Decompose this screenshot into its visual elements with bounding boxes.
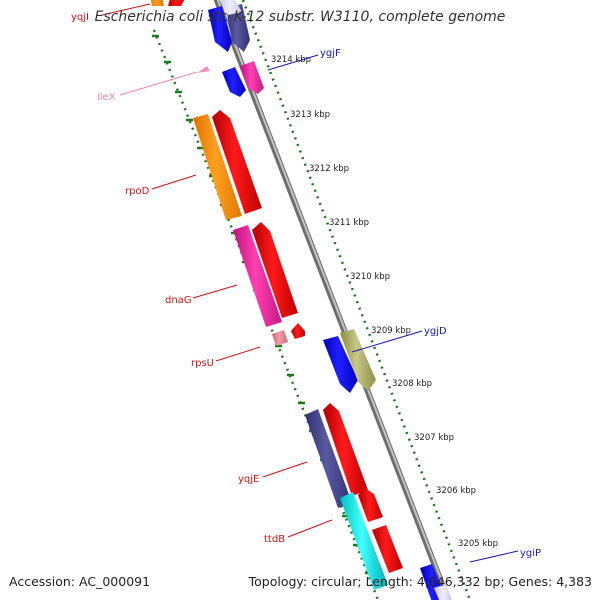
- ruler-label-3205: 3205 kbp: [458, 539, 498, 549]
- gene-red-small[interactable]: [291, 323, 305, 339]
- leader-ygiP: [469, 550, 519, 563]
- leader-ygjF: [267, 54, 319, 71]
- ruler-label-3210: 3210 kbp: [350, 272, 390, 282]
- gene-rpsU[interactable]: [272, 330, 288, 346]
- gene-red-yqjE-partner[interactable]: [323, 403, 368, 496]
- ruler-label-3209: 3209 kbp: [371, 326, 411, 336]
- gene-label-dnaG: dnaG: [165, 295, 192, 306]
- gene-label-ttdB: ttdB: [264, 534, 285, 545]
- gene-red-ttdB-b[interactable]: [372, 525, 403, 573]
- ruler-label-3211: 3211 kbp: [329, 218, 369, 228]
- gene-ileX[interactable]: [197, 66, 210, 73]
- gene-yqjI[interactable]: [150, 0, 164, 6]
- genome-backbone-highlight: [216, 0, 451, 600]
- leader-yqjI: [101, 3, 151, 16]
- gene-ygjD[interactable]: [323, 336, 358, 393]
- gene-yqjI-b[interactable]: [168, 0, 187, 6]
- ruler-label-3214: 3214 kbp: [271, 55, 311, 65]
- gene-label-rpsU: rpsU: [191, 358, 214, 369]
- leader-dnaG: [192, 284, 238, 299]
- gene-label-yqjE: yqjE: [238, 474, 259, 485]
- gene-dnaG[interactable]: [233, 225, 282, 327]
- leader-rpsU: [215, 346, 261, 362]
- leader-ygjD: [351, 330, 423, 353]
- gene-label-yqjI: yqjI: [71, 12, 89, 23]
- gene-red-dnaG-partner[interactable]: [252, 222, 298, 318]
- gene-red-rpoD-partner[interactable]: [212, 110, 262, 214]
- gene-ttdB[interactable]: [340, 492, 388, 590]
- leader-ileX: [119, 71, 198, 96]
- ruler-label-3213: 3213 kbp: [290, 110, 330, 120]
- gene-ygjF-partner[interactable]: [240, 61, 264, 94]
- gene-top-lavender[interactable]: [218, 0, 242, 15]
- gene-label-ygjF: ygjF: [320, 48, 341, 59]
- accession-label: Accession: AC_000091: [9, 574, 151, 589]
- gene-ygjF[interactable]: [222, 67, 246, 97]
- leader-rpoD: [151, 174, 197, 190]
- ruler-label-3208: 3208 kbp: [392, 379, 432, 389]
- gene-red-ttdB-a[interactable]: [358, 488, 383, 522]
- ruler-label-3206: 3206 kbp: [436, 486, 476, 496]
- ruler-line-outer: [241, 0, 472, 600]
- leader-yqjE: [262, 461, 308, 478]
- gene-rpoD[interactable]: [193, 114, 242, 220]
- gene-label-ygjD: ygjD: [424, 326, 447, 337]
- gene-top-navy[interactable]: [226, 4, 250, 52]
- gene-ygiP-lavender[interactable]: [434, 584, 452, 600]
- ruler-label-3207: 3207 kbp: [414, 433, 454, 443]
- gene-label-ygiP: ygiP: [520, 548, 541, 559]
- ruler-label-3212: 3212 kbp: [309, 164, 349, 174]
- leader-ttdB: [287, 519, 333, 538]
- gene-label-ileX: ileX: [97, 92, 116, 103]
- genome-summary: Topology: circular; Length: 4,646,332 bp…: [248, 574, 592, 589]
- gene-yqjE[interactable]: [305, 409, 352, 508]
- map-title: Escherichia coli str. K-12 substr. W3110…: [94, 9, 506, 25]
- gene-ygjD-partner[interactable]: [340, 329, 376, 391]
- gene-top-blue[interactable]: [208, 6, 232, 52]
- gene-label-rpoD: rpoD: [125, 186, 150, 197]
